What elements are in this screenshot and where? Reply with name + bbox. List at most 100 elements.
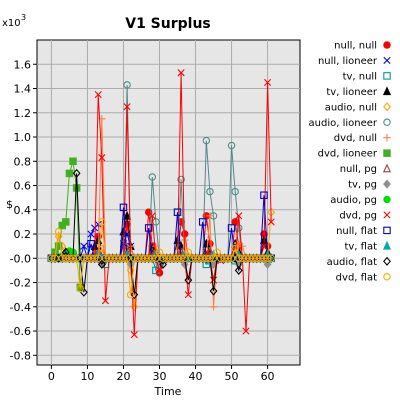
data-point bbox=[69, 157, 77, 166]
y-tick-label: -0.0 bbox=[10, 252, 31, 265]
legend-label: audio, pg bbox=[330, 195, 377, 206]
legend-label: tv, flat bbox=[344, 241, 377, 252]
legend-label: null, pg bbox=[340, 164, 377, 175]
data-point bbox=[202, 254, 211, 263]
legend-label: tv, pg bbox=[348, 180, 377, 191]
data-point bbox=[155, 266, 164, 274]
y-tick-label: -0.2 bbox=[10, 277, 31, 290]
data-point bbox=[184, 275, 193, 285]
x-axis-label: Time bbox=[154, 385, 182, 398]
data-point bbox=[177, 175, 185, 184]
data-point bbox=[69, 254, 77, 263]
data-point bbox=[87, 239, 95, 248]
data-point bbox=[51, 254, 59, 263]
data-point bbox=[267, 218, 275, 226]
legend-marker bbox=[383, 211, 391, 219]
data-point bbox=[119, 203, 128, 212]
data-point bbox=[166, 254, 175, 263]
data-point bbox=[177, 69, 185, 77]
y-tick-label: 1.0 bbox=[14, 131, 32, 144]
data-point bbox=[209, 286, 218, 296]
data-point bbox=[253, 254, 261, 263]
data-point bbox=[72, 168, 81, 178]
data-point bbox=[54, 242, 63, 250]
data-point bbox=[206, 187, 214, 196]
x-tick-label: 50 bbox=[225, 370, 239, 383]
y-multiplier-exponent: 3 bbox=[21, 13, 26, 22]
y-tick-label: 1.2 bbox=[14, 107, 32, 120]
legend-marker bbox=[383, 226, 391, 235]
data-point bbox=[234, 265, 243, 275]
data-point bbox=[195, 254, 203, 263]
y-tick-label: 1.4 bbox=[14, 83, 32, 96]
legend-marker bbox=[383, 149, 391, 157]
data-point bbox=[98, 218, 106, 226]
data-point bbox=[245, 254, 254, 263]
data-point bbox=[94, 220, 102, 228]
plot-area bbox=[36, 39, 301, 366]
data-point bbox=[209, 259, 218, 269]
data-point bbox=[148, 254, 157, 263]
data-point bbox=[123, 210, 132, 220]
data-point bbox=[267, 254, 275, 263]
data-point bbox=[98, 154, 106, 162]
x-tick-label: 10 bbox=[80, 370, 94, 383]
data-point bbox=[231, 187, 239, 196]
data-point bbox=[155, 253, 164, 263]
data-point bbox=[202, 248, 210, 256]
data-point bbox=[206, 212, 214, 220]
x-tick-label: 20 bbox=[116, 370, 130, 383]
data-point bbox=[256, 254, 265, 263]
data-point bbox=[144, 254, 153, 263]
y-tick-label: -0.4 bbox=[10, 301, 31, 314]
x-tick-label: 30 bbox=[152, 370, 166, 383]
data-point bbox=[231, 253, 240, 263]
data-point bbox=[65, 254, 74, 263]
data-point bbox=[94, 254, 102, 263]
x-tick-label: 40 bbox=[189, 370, 203, 383]
data-point bbox=[198, 254, 207, 263]
y-tick-label: -0.8 bbox=[10, 349, 31, 362]
legend-marker bbox=[382, 240, 392, 250]
y-axis-label: $ bbox=[6, 198, 13, 211]
legend-marker bbox=[383, 195, 391, 204]
data-point bbox=[148, 173, 157, 181]
data-point bbox=[72, 254, 81, 263]
data-point bbox=[227, 254, 236, 263]
legend-label: null, lioneer bbox=[318, 56, 378, 67]
y-tick-label: 0.6 bbox=[14, 180, 32, 193]
data-point bbox=[198, 218, 207, 226]
data-point bbox=[141, 254, 149, 263]
legend-label: audio, null bbox=[325, 102, 377, 113]
legend-label: tv, lioneer bbox=[326, 87, 378, 98]
data-point bbox=[159, 254, 167, 263]
data-point bbox=[62, 254, 70, 263]
data-point bbox=[130, 290, 139, 300]
data-point bbox=[61, 247, 70, 257]
data-point bbox=[47, 254, 56, 263]
data-point bbox=[137, 254, 146, 263]
legend-label: dvd, pg bbox=[339, 210, 377, 221]
data-point bbox=[224, 254, 232, 263]
data-point bbox=[90, 254, 99, 263]
y-tick-label: -0.6 bbox=[10, 325, 31, 338]
data-point bbox=[173, 208, 182, 216]
data-point bbox=[162, 254, 171, 263]
data-point bbox=[242, 327, 250, 335]
data-point bbox=[209, 276, 218, 284]
data-point bbox=[152, 254, 160, 263]
data-point bbox=[126, 290, 135, 299]
data-point bbox=[126, 253, 135, 263]
y-tick-label: 1.6 bbox=[14, 58, 32, 71]
data-point bbox=[152, 242, 160, 250]
data-point bbox=[62, 218, 70, 226]
data-point bbox=[170, 254, 178, 263]
legend-marker bbox=[383, 134, 391, 142]
chart-title: V1 Surplus bbox=[125, 16, 211, 32]
legend-label: audio, lioneer bbox=[309, 118, 378, 129]
legend-label: dvd, null bbox=[334, 133, 377, 144]
legend-marker bbox=[383, 102, 391, 112]
legend-marker bbox=[383, 272, 391, 281]
data-point bbox=[206, 254, 214, 263]
